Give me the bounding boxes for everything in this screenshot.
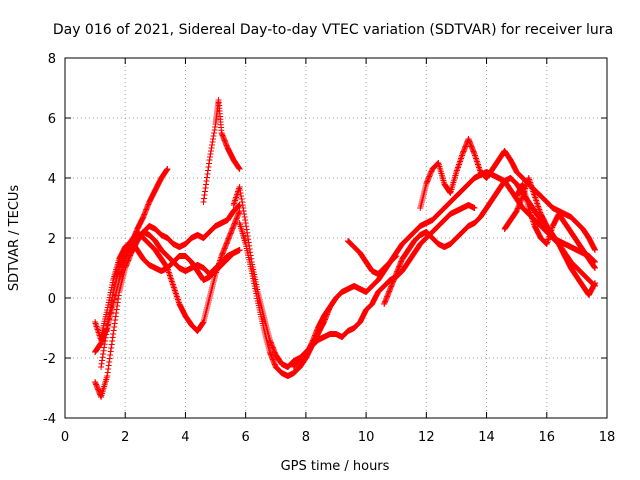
x-tick-label: 12 (418, 430, 435, 445)
x-tick-label: 6 (242, 430, 250, 445)
y-tick-label: -2 (43, 352, 56, 367)
y-tick-label: 0 (48, 292, 56, 307)
x-tick-label: 16 (539, 430, 556, 445)
x-tick-label: 14 (478, 430, 495, 445)
chart-title: Day 016 of 2021, Sidereal Day-to-day VTE… (53, 22, 613, 38)
y-tick-label: 6 (48, 112, 56, 127)
x-tick-label: 18 (599, 430, 616, 445)
y-axis-label: SDTVAR / TECUs (7, 185, 22, 292)
series-arc-6 (200, 97, 243, 205)
x-tick-label: 2 (121, 430, 129, 445)
series-arc-14 (513, 181, 598, 271)
data-series (92, 97, 598, 400)
series-arc-9 (290, 202, 478, 370)
x-tick-label: 0 (61, 430, 69, 445)
y-tick-label: 4 (48, 172, 56, 187)
series-arc-12 (417, 136, 598, 253)
y-tick-label: 2 (48, 232, 56, 247)
x-axis-label: GPS time / hours (281, 459, 390, 474)
y-axis-ticks: -4 -2 0 2 4 6 8 (43, 52, 607, 427)
y-tick-label: 8 (48, 52, 56, 67)
x-tick-label: 4 (181, 430, 189, 445)
x-tick-label: 8 (302, 430, 310, 445)
series-arc-10 (345, 169, 598, 277)
x-tick-label: 10 (358, 430, 375, 445)
y-tick-label: -4 (43, 412, 56, 427)
x-axis-ticks: 0 2 4 6 8 10 12 14 16 18 (61, 58, 615, 445)
series-arc-5 (98, 229, 243, 370)
series-arc-11 (381, 175, 598, 307)
